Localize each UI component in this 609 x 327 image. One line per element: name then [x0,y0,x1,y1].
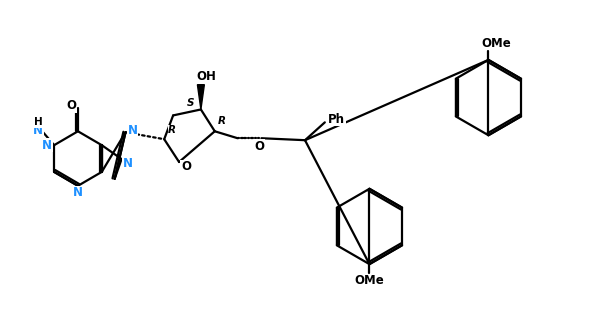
Text: O: O [181,161,191,173]
Text: R: R [217,116,226,126]
Text: O: O [66,99,76,112]
Text: N: N [33,124,43,137]
Text: R: R [168,125,176,135]
Text: OMe: OMe [482,37,511,49]
Text: OH: OH [196,70,216,83]
Text: O: O [255,140,264,153]
Text: H: H [34,117,43,127]
Polygon shape [197,85,205,110]
Text: OMe: OMe [354,274,384,287]
Text: Ph: Ph [328,113,345,126]
Text: N: N [127,124,138,137]
Text: N: N [42,139,52,152]
Text: N: N [73,186,83,199]
Text: N: N [122,158,133,170]
Text: S: S [187,97,195,108]
